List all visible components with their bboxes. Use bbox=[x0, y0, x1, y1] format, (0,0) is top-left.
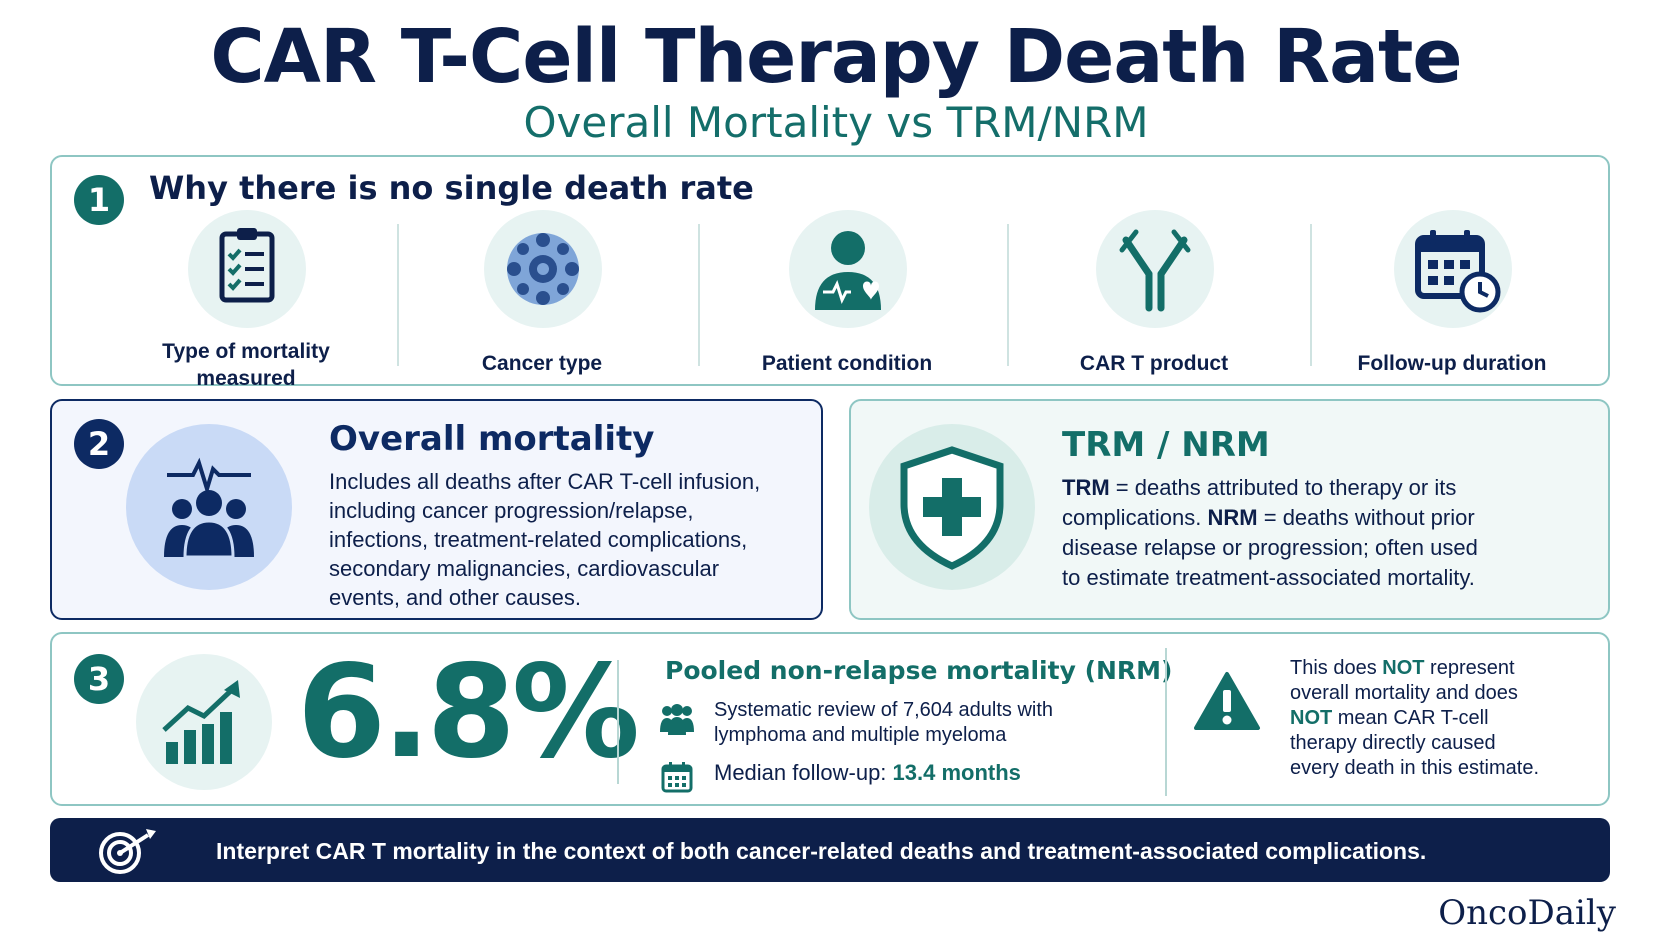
card-overall-mortality: 2 Overall mortality Includes all deaths … bbox=[50, 399, 823, 620]
bottom-banner: Interpret CAR T mortality in the context… bbox=[50, 818, 1610, 882]
interpretation-caveat: This does NOT represent overall mortalit… bbox=[1290, 657, 1540, 779]
card-trm-nrm: TRM / NRM TRM = deaths attributed to the… bbox=[849, 399, 1610, 620]
overall-mortality-illustration bbox=[126, 424, 292, 590]
target-icon bbox=[99, 829, 156, 874]
section-no-single-death-rate: 1 Why there is no single death rate Type… bbox=[50, 155, 1610, 390]
review-description: Systematic review of 7,604 adults with ly… bbox=[714, 699, 1054, 746]
overall-mortality-description: Includes all deaths after CAR T-cell inf… bbox=[329, 469, 761, 610]
factor-patient-condition: Patient condition bbox=[717, 210, 977, 380]
divider bbox=[397, 224, 399, 366]
page-subtitle: Overall Mortality vs TRM/NRM bbox=[523, 98, 1149, 147]
shield-cross-icon bbox=[900, 446, 1004, 570]
bar-chart-up-icon bbox=[162, 680, 240, 764]
people-group-icon bbox=[660, 704, 694, 735]
section-number-2: 2 bbox=[74, 419, 124, 469]
factor-label-cancer-type: Cancer type bbox=[481, 352, 603, 375]
calendar-icon bbox=[661, 762, 693, 793]
factor-mortality-type: Type of mortality measured bbox=[116, 210, 376, 390]
factor-label-mortality-type: Type of mortality measured bbox=[162, 340, 330, 390]
divider bbox=[1007, 224, 1009, 366]
patient-heart-icon bbox=[815, 231, 881, 310]
overall-mortality-title: Overall mortality bbox=[329, 419, 655, 459]
factor-follow-up-duration: Follow-up duration bbox=[1322, 210, 1582, 380]
calendar-clock-icon bbox=[1415, 230, 1501, 313]
trm-nrm-illustration bbox=[869, 424, 1035, 590]
factor-label-patient-condition: Patient condition bbox=[761, 352, 933, 375]
section-title: Why there is no single death rate bbox=[149, 169, 754, 207]
factor-label-car-t-product: CAR T product bbox=[1079, 352, 1229, 375]
section-pooled-nrm: 3 6.8% Pooled non-relapse mortality (NRM… bbox=[50, 632, 1610, 806]
banner-text: Interpret CAR T mortality in the context… bbox=[216, 838, 1427, 864]
pooled-nrm-heading: Pooled non-relapse mortality (NRM) bbox=[665, 656, 1173, 685]
trm-nrm-description: TRM = deaths attributed to therapy or it… bbox=[1062, 475, 1478, 590]
nrm-stat-value: 6.8% bbox=[297, 638, 640, 787]
factor-label-follow-up-duration: Follow-up duration bbox=[1357, 352, 1547, 375]
warning-icon bbox=[1194, 672, 1260, 730]
trm-nrm-title: TRM / NRM bbox=[1062, 425, 1270, 465]
factor-car-t-product: CAR T product bbox=[1024, 210, 1284, 380]
median-follow-up: Median follow-up: 13.4 months bbox=[714, 760, 1021, 785]
car-receptor-icon bbox=[1119, 229, 1191, 312]
divider bbox=[617, 660, 619, 784]
checklist-icon bbox=[219, 228, 275, 303]
section-number-1: 1 bbox=[74, 175, 124, 225]
divider bbox=[698, 224, 700, 366]
factor-cancer-type: Cancer type bbox=[412, 210, 672, 380]
section-number-3: 3 bbox=[74, 654, 124, 704]
cancer-cell-icon bbox=[507, 233, 579, 305]
divider bbox=[1165, 648, 1167, 796]
brand-logo-text: OncoDaily bbox=[1438, 893, 1616, 933]
people-heartbeat-icon bbox=[164, 457, 254, 559]
page-title: CAR T-Cell Therapy Death Rate bbox=[210, 14, 1462, 100]
divider bbox=[1310, 224, 1312, 366]
rising-bars-illustration bbox=[136, 654, 272, 790]
